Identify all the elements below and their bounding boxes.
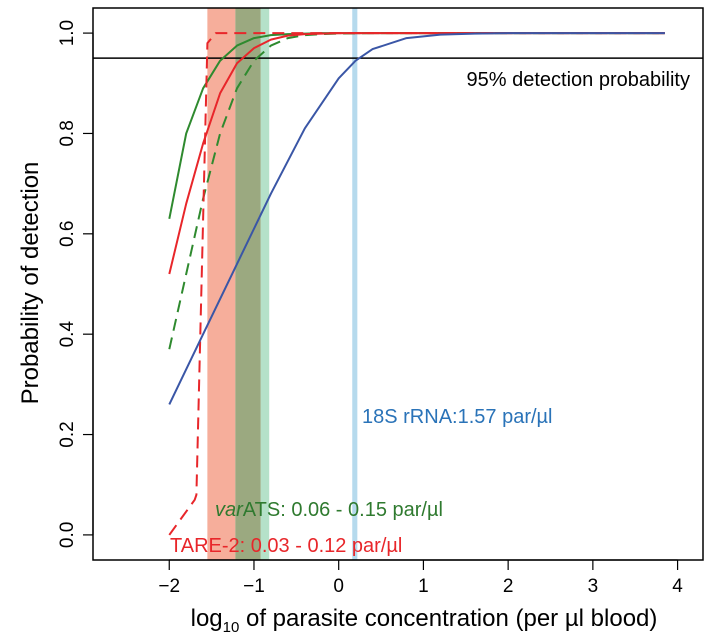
y-tick-label: 1.0 [57, 20, 78, 46]
y-tick-label: 0.0 [57, 522, 78, 548]
y-tick-label: 0.2 [57, 421, 78, 447]
y-tick-label: 0.6 [57, 221, 78, 247]
y-axis-title: Probability of detection [17, 162, 44, 405]
lod-band-0 [207, 8, 236, 560]
x-axis-title-subscript: 10 [223, 619, 240, 636]
varats-label-text: ATS: 0.06 - 0.15 par/µl [243, 499, 443, 521]
rrna-annotation: 18S rRNA:1.57 par/µl [362, 406, 553, 428]
tare-annotation: TARE-2: 0.03 - 0.12 par/µl [170, 535, 402, 557]
x-axis-title-suffix: of parasite concentration (per µl blood) [239, 605, 657, 632]
y-axis: 0.0 0.2 0.4 0.6 0.8 1.0 [57, 20, 94, 548]
series-line-4 [168, 32, 665, 405]
x-axis-title: log10 of parasite concentration (per µl … [191, 605, 658, 636]
varats-annotation: varATS: 0.06 - 0.15 par/µl [215, 499, 443, 521]
y-tick-label: 0.8 [57, 120, 78, 146]
threshold-label: 95% detection probability [467, 69, 690, 91]
x-tick-label: 3 [588, 576, 599, 597]
varats-italic-prefix: var [215, 499, 244, 521]
series-group [168, 32, 665, 536]
lod-band-3 [352, 8, 358, 560]
lod-bands [207, 8, 358, 560]
x-tick-label: 2 [503, 576, 514, 597]
x-tick-label: 4 [672, 576, 683, 597]
x-axis: −2 −1 0 1 2 3 4 [158, 559, 683, 597]
x-tick-label: 0 [333, 576, 344, 597]
lod-band-1 [235, 8, 261, 560]
y-tick-label: 0.4 [57, 321, 78, 348]
x-axis-title-prefix: log [191, 605, 223, 632]
x-tick-label: −1 [243, 576, 265, 597]
x-tick-label: 1 [418, 576, 429, 597]
lod-band-2 [260, 8, 270, 560]
x-tick-label: −2 [158, 576, 180, 597]
